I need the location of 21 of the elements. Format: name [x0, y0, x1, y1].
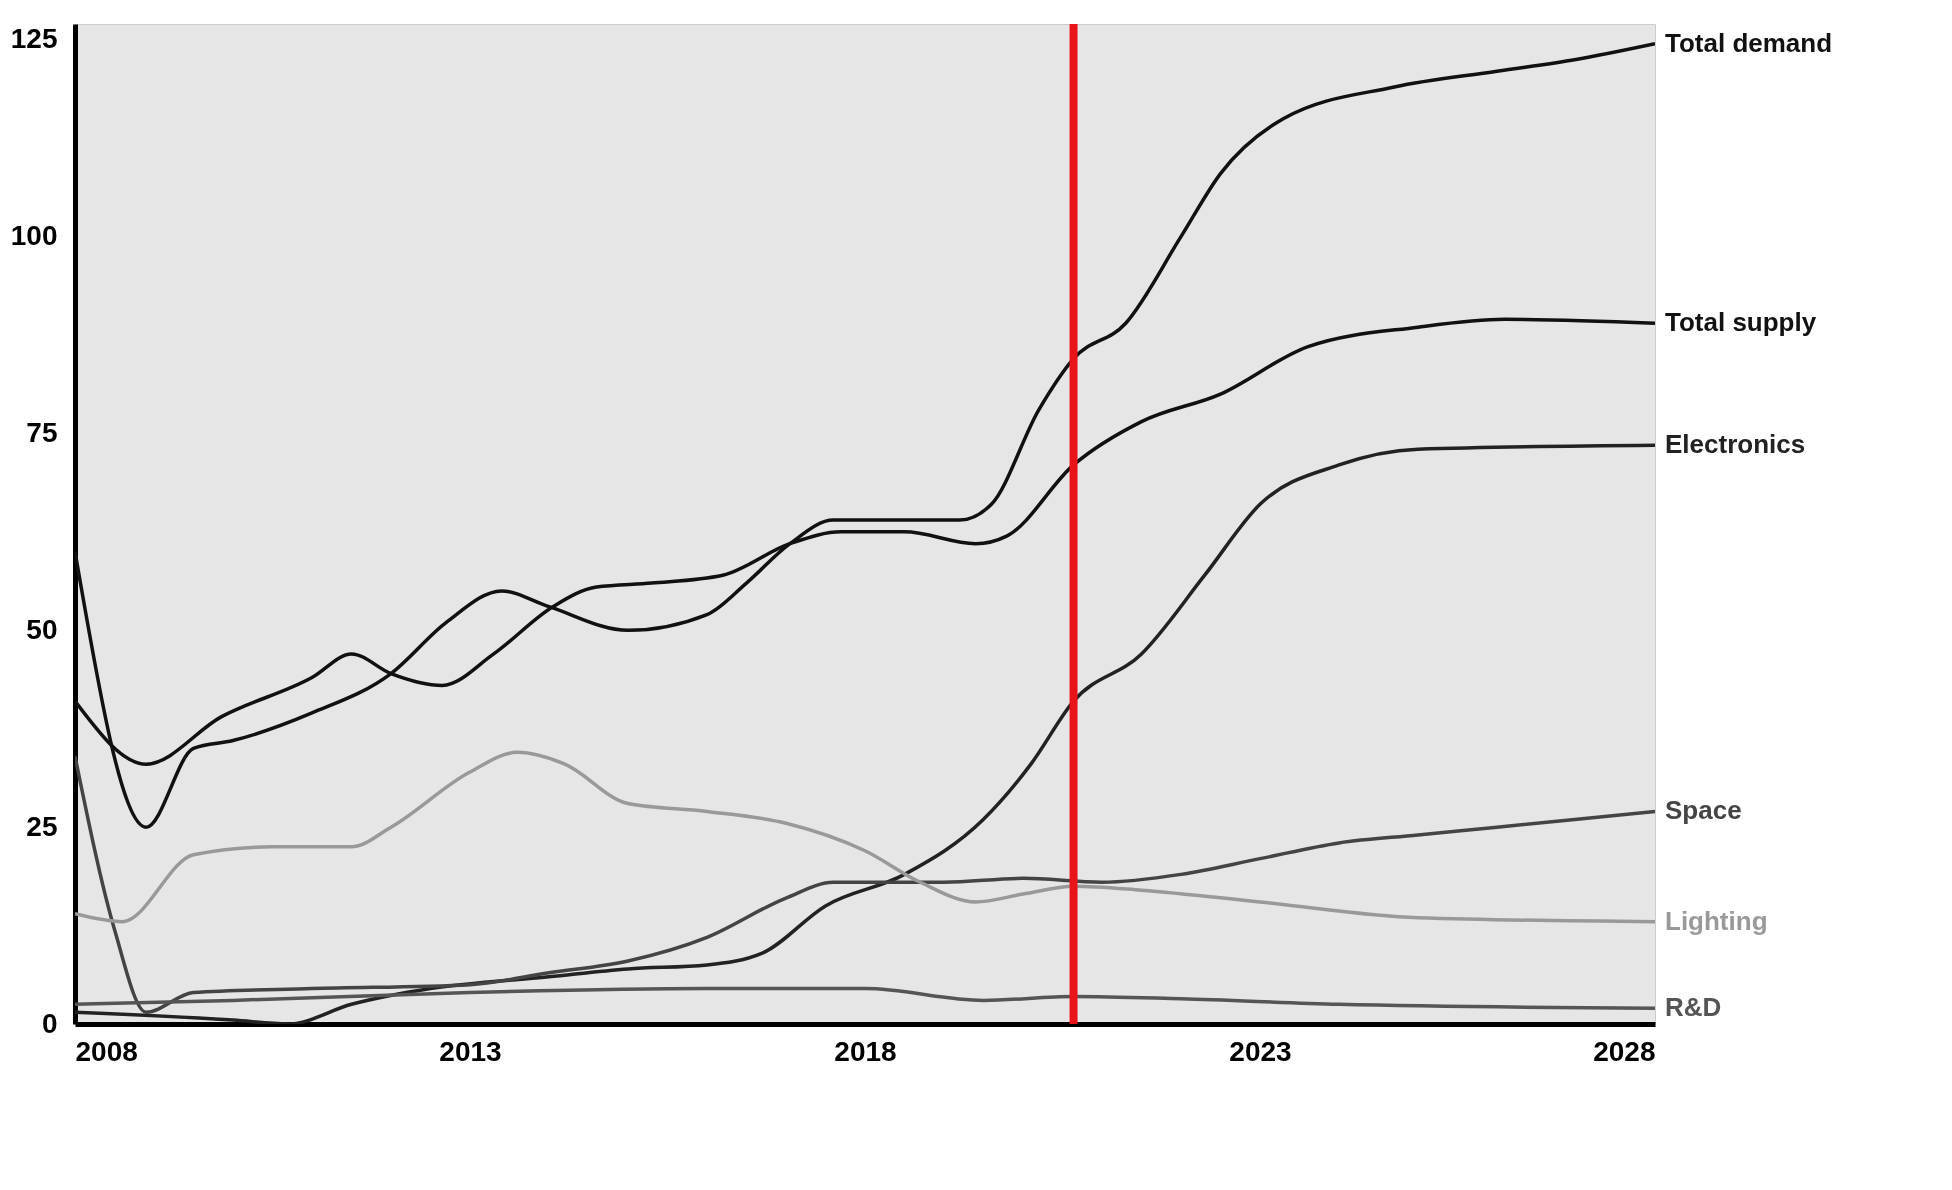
series-label: Lighting	[1665, 905, 1768, 936]
series-label: Total demand	[1665, 27, 1833, 58]
x-tick-label: 2008	[75, 1035, 138, 1067]
series-label: Electronics	[1665, 429, 1806, 460]
series-label: Total supply	[1665, 307, 1817, 338]
y-tick-label: 125	[10, 23, 58, 55]
series-label: Space	[1665, 795, 1742, 826]
x-tick-label: 2023	[1229, 1035, 1292, 1067]
y-tick-label: 50	[26, 613, 58, 645]
line-series	[75, 750, 1655, 924]
y-tick-label: 75	[26, 416, 58, 448]
line-series	[75, 41, 1655, 829]
y-tick-label: 100	[10, 220, 58, 252]
line-series	[75, 986, 1655, 1010]
x-tick-label: 2013	[439, 1035, 502, 1067]
y-tick-label: 0	[41, 1007, 58, 1039]
line-series	[75, 754, 1655, 1014]
y-tick-label: 25	[26, 810, 58, 842]
series-label: R&D	[1665, 992, 1722, 1023]
x-tick-label: 2028	[1593, 1035, 1656, 1067]
x-tick-label: 2018	[834, 1035, 897, 1067]
